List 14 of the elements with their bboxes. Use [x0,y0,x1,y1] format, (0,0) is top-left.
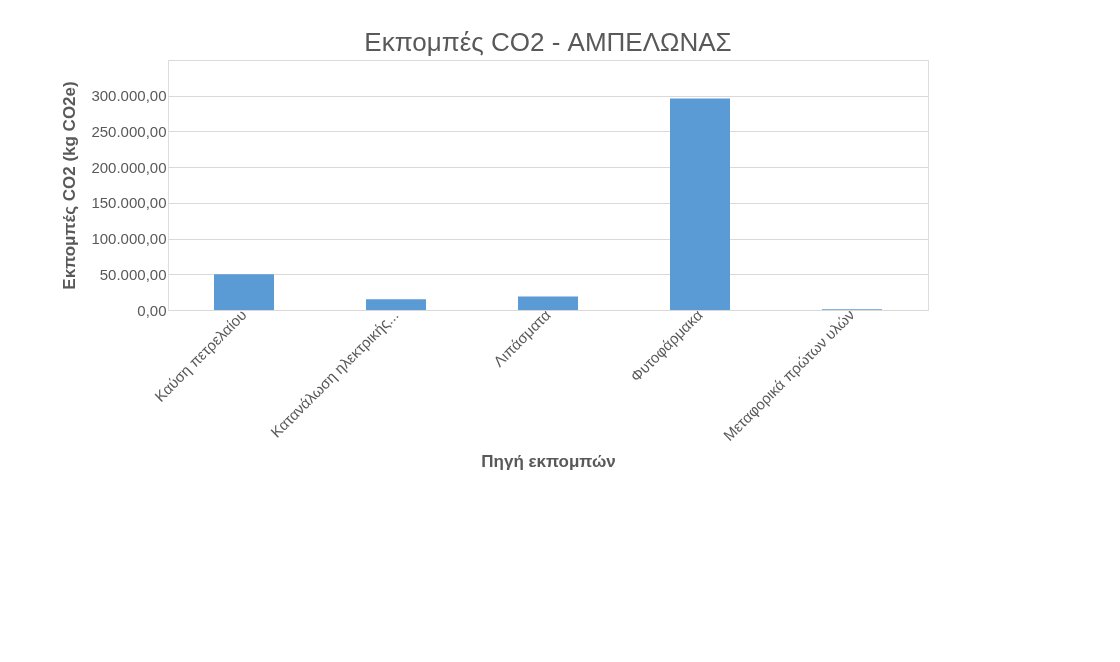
y-tick-label: 150.000,00 [91,194,167,212]
y-tick-label: 100.000,00 [91,230,167,248]
y-tick-label: 50.000,00 [99,265,167,283]
bar [670,98,730,310]
bar [366,299,426,310]
y-axis-title: Εκπομπές CO2 (kg CO2e) [60,81,80,290]
chart-title: Εκπομπές CO2 - ΑΜΠΕΛΩΝΑΣ [364,27,732,57]
y-tick-label: 0,00 [137,301,167,319]
y-tick-label: 200.000,00 [91,158,167,176]
bar [518,296,578,310]
y-tick-label: 250.000,00 [91,122,167,140]
y-tick-label: 300.000,00 [91,87,167,105]
x-axis-title: Πηγή εκπομπών [481,451,616,471]
bar [214,274,274,310]
